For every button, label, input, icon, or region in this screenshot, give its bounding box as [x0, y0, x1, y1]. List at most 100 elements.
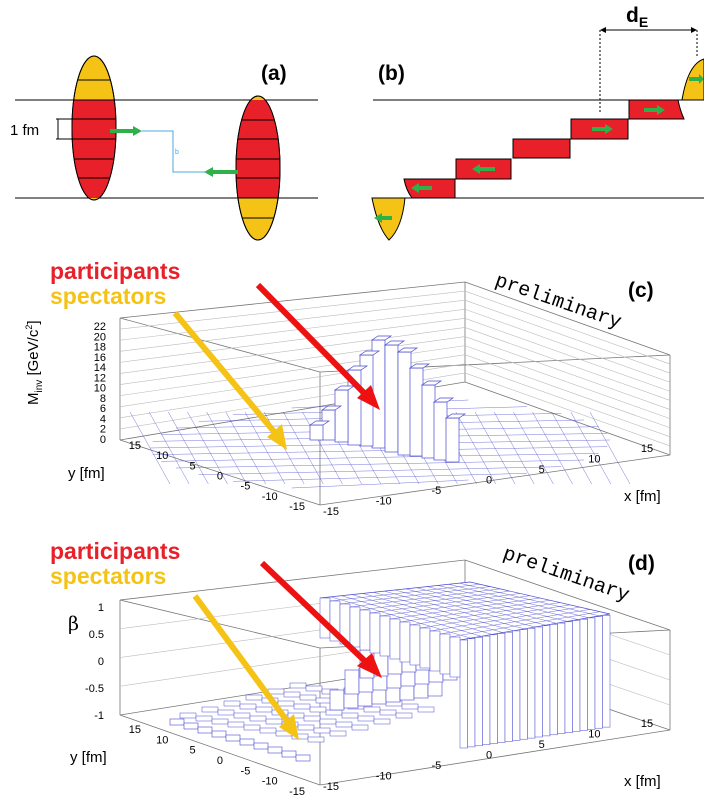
histogram-bar: [329, 730, 347, 737]
plateau-grid-line: [409, 602, 561, 626]
floor-mesh-line: [455, 411, 497, 485]
histogram-bar-top: [444, 413, 467, 419]
y-tick-label: -5: [241, 481, 251, 493]
panel-label-c: (c): [628, 279, 654, 302]
z-axis-title-d: β: [68, 613, 79, 635]
lego-histogram-d: [169, 581, 611, 762]
histogram-bar: [211, 718, 229, 725]
histogram-bar: [341, 712, 359, 719]
y-tick-label: -15: [289, 786, 305, 796]
frame-line: [319, 729, 671, 786]
floor-mesh-line: [474, 411, 516, 485]
histogram-bar: [281, 750, 297, 758]
histogram-bar: [363, 706, 381, 713]
y-tick-label: -10: [262, 491, 278, 503]
histogram-bar: [201, 706, 219, 713]
floor-mesh-line: [244, 411, 286, 485]
grid-line: [119, 336, 671, 410]
histogram-bar: [307, 736, 325, 743]
histogram-bar: [373, 718, 391, 725]
x-axis-ticks-d: -15 -10 -5 0 5 10 15: [323, 718, 653, 793]
histogram-bar: [309, 424, 324, 441]
x-axis-title-c: x [fm]: [624, 488, 661, 505]
floor-mesh-line: [187, 411, 228, 485]
panel-b: (b): [371, 4, 704, 241]
y-tick-label: 5: [190, 460, 196, 472]
impact-parameter-b: b: [175, 149, 179, 156]
z-tick-label: 1: [98, 602, 104, 614]
histogram-bar: [169, 718, 185, 726]
x-tick-label: 15: [641, 443, 653, 455]
x-tick-label: -5: [431, 485, 441, 497]
spectator-bottom: [371, 197, 406, 241]
histogram-bar: [399, 621, 411, 663]
frame-line: [119, 599, 321, 649]
watermark-c: preliminary: [492, 270, 624, 335]
z-tick-label: 12: [94, 372, 106, 384]
histogram-bar-top: [420, 380, 443, 386]
z-tick-label: 18: [94, 342, 106, 354]
histogram-bar: [297, 724, 315, 731]
z-tick-label: 0: [98, 656, 104, 668]
legend-spectators-d: spectators: [50, 563, 166, 589]
histogram-bar: [183, 722, 199, 730]
histogram-bar: [433, 401, 448, 461]
histogram-bar: [233, 712, 251, 719]
grid-line: [119, 299, 671, 374]
z-tick-label: 0: [100, 434, 106, 446]
histogram-bar: [293, 703, 311, 710]
histogram-bar: [542, 625, 551, 737]
plateau-grid-line: [439, 609, 591, 635]
legend-participants-c: participants: [50, 258, 180, 284]
floor-mesh-line: [570, 411, 612, 485]
x-tick-label: 15: [641, 718, 653, 730]
floor-mesh-line: [175, 459, 585, 469]
histogram-bar: [319, 718, 337, 725]
histogram-bar: [243, 724, 261, 731]
grid-line: [119, 318, 671, 392]
x-tick-label: 10: [588, 729, 600, 741]
histogram-bar: [197, 726, 213, 734]
histogram-bar: [449, 636, 461, 678]
z-tick-label: 10: [94, 383, 106, 395]
frame-line: [119, 559, 466, 601]
x-tick-label: -15: [323, 506, 339, 518]
histogram-bar: [527, 628, 536, 739]
floor-mesh-line: [291, 479, 469, 489]
z-tick-label: 6: [100, 403, 106, 415]
histogram-bar: [259, 727, 277, 734]
plateau-grid-line: [389, 597, 541, 620]
histogram-bar: [587, 617, 596, 730]
histogram-bar: [397, 351, 412, 456]
histogram-bar-top: [396, 347, 419, 353]
floor-mesh-line: [225, 411, 267, 485]
histogram-bar: [395, 712, 413, 719]
y-tick-label: 15: [129, 440, 141, 452]
x-tick-label: 5: [539, 739, 545, 751]
grid-line: [119, 327, 671, 401]
floor-mesh-line: [532, 411, 573, 485]
histogram-bar: [344, 669, 360, 695]
histogram-bar-top: [320, 405, 343, 411]
histogram-bar: [401, 703, 419, 710]
histogram-bar: [579, 618, 588, 731]
frame-line: [464, 559, 671, 631]
histogram-bar: [335, 721, 353, 728]
histogram-bar: [557, 622, 566, 734]
histogram-bar: [421, 384, 436, 459]
frame-line: [119, 714, 321, 786]
z-axis-ticks-d: 1 0.5 0 -0.5 -1: [85, 602, 104, 722]
y-tick-label: 0: [217, 471, 223, 483]
histogram-bar: [249, 715, 267, 722]
histogram-bar: [459, 639, 468, 749]
histogram-bar: [379, 615, 391, 657]
histogram-bar: [245, 694, 263, 701]
histogram-bar: [283, 691, 301, 698]
nucleus-right: [235, 95, 281, 241]
histogram-bar-top: [346, 365, 369, 371]
histogram-bar: [239, 703, 257, 710]
histogram-bar: [291, 733, 309, 740]
x-tick-label: -15: [323, 781, 339, 793]
